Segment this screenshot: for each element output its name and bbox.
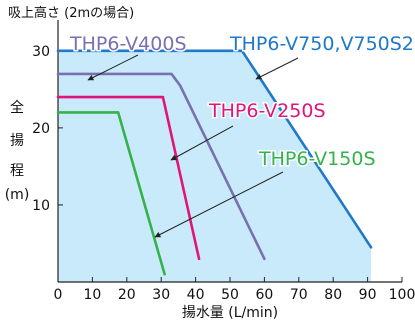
series-line-v750 (56, 49, 373, 249)
x-tick-label: 60 (255, 287, 273, 303)
label-pointer (255, 57, 299, 80)
axes: 0 10 20 30 40 50 60 70 80 90 100 10 20 30 (32, 20, 415, 303)
x-tick-label: 100 (389, 287, 415, 303)
y-axis-label-char: (m) (5, 187, 30, 203)
series-layer (56, 49, 373, 276)
x-tick-label: 0 (54, 287, 63, 303)
label-pointer (87, 54, 139, 81)
y-axis-label: 全揚程 (m) (5, 99, 30, 203)
y-axis-label-char: 揚 (10, 132, 24, 149)
operating-area (58, 50, 372, 282)
series-line-v250 (56, 95, 201, 261)
label-v400: THP6-V400S (69, 33, 187, 55)
x-tick-label: 40 (187, 287, 205, 303)
x-tick-label: 90 (359, 287, 377, 303)
label-pointer (154, 171, 284, 238)
y-axis-label-char: 程 (10, 163, 24, 179)
x-tick-label: 80 (324, 287, 342, 303)
x-tick-label: 20 (118, 287, 136, 303)
y-axis-label-char: 全 (10, 99, 24, 116)
label-v150: THP6-V150S (258, 148, 376, 170)
x-axis-label: 揚水量 (L/min) (182, 304, 278, 321)
label-v750: THP6-V750,V750S2 (229, 33, 414, 55)
y-tick-label: 10 (32, 198, 50, 214)
series-line-v400 (56, 72, 266, 261)
annotations: THP6-V750,V750S2 THP6-V400S THP6-V250S THP6… (68, 32, 415, 238)
x-tick-label: 70 (290, 287, 308, 303)
x-tick-label: 10 (83, 287, 101, 303)
label-v250: THP6-V250S (208, 100, 326, 122)
y-tick-label: 30 (32, 44, 50, 60)
x-tick-label: 30 (152, 287, 170, 303)
chart-title: 吸上高さ (2mの場合) (8, 5, 134, 21)
x-tick-label: 50 (221, 287, 239, 303)
y-tick-label: 20 (32, 121, 50, 137)
label-pointer (170, 125, 234, 161)
series-line-v150 (56, 111, 166, 276)
